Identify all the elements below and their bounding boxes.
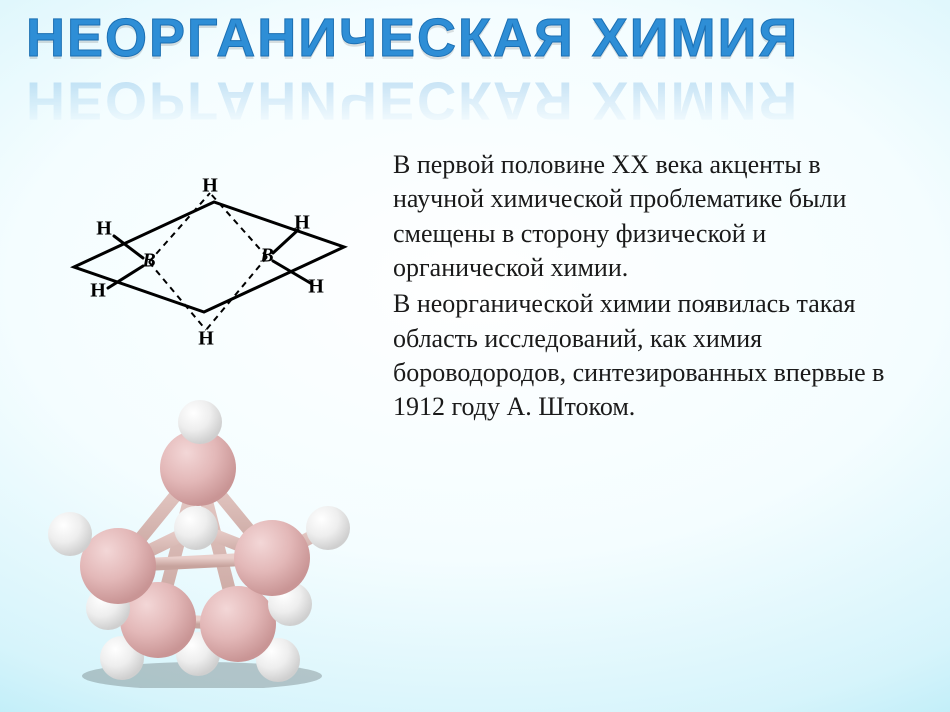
slide: НЕОРГАНИЧЕСКАЯ ХИМИЯ НЕОРГАНИЧЕСКАЯ ХИМИ… [0, 0, 950, 712]
paragraph-2: В неорганической химии появилась такая о… [393, 287, 909, 424]
slide-title-reflection: НЕОРГАНИЧЕСКАЯ ХИМИЯ [26, 72, 924, 129]
svg-text:B: B [259, 245, 273, 267]
svg-text:H: H [198, 328, 214, 350]
paragraph-1: В первой половине XX века акценты в науч… [393, 148, 909, 285]
borane-3d-molecule [22, 398, 372, 693]
svg-text:B: B [141, 250, 155, 272]
body-text: В первой половине XX века акценты в науч… [393, 148, 909, 427]
svg-text:H: H [90, 280, 106, 302]
svg-text:H: H [96, 218, 112, 240]
slide-title: НЕОРГАНИЧЕСКАЯ ХИМИЯ [26, 10, 924, 67]
diborane-structural-diagram: HHBBHHHH [34, 162, 374, 367]
svg-text:H: H [202, 175, 218, 197]
svg-text:H: H [308, 276, 324, 298]
svg-text:H: H [294, 212, 310, 234]
